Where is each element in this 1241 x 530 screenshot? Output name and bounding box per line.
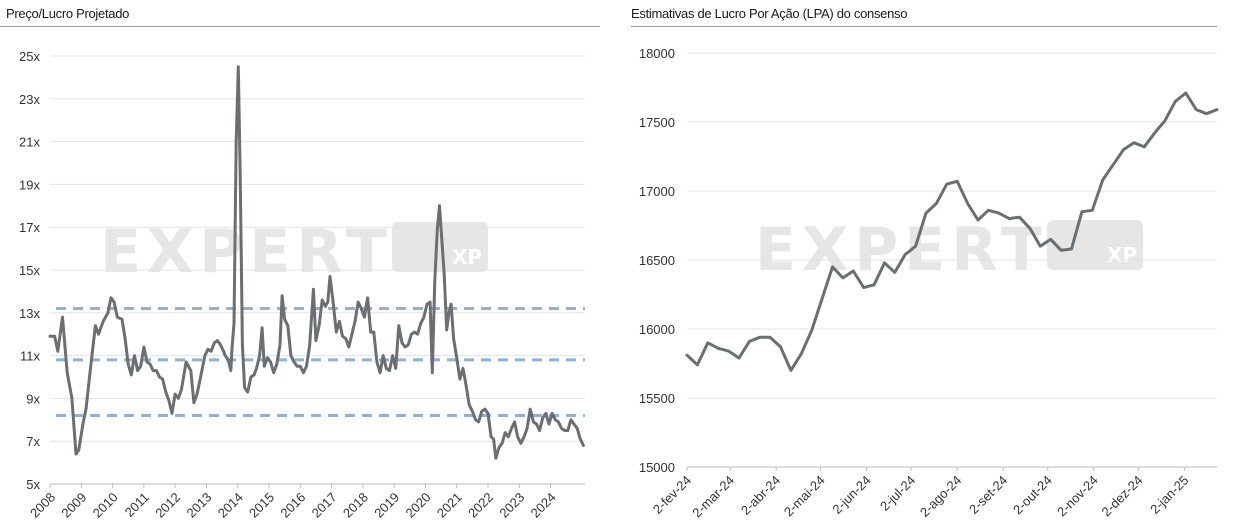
x-tick-label: 2-nov-24 <box>1054 473 1101 520</box>
y-tick-label: 16000 <box>639 322 675 337</box>
x-tick-label: 2024 <box>528 490 559 521</box>
y-tick-label: 16500 <box>639 253 675 268</box>
x-tick-label: 2011 <box>122 490 152 520</box>
y-tick-label: 19x <box>19 177 40 192</box>
x-tick-label: 2017 <box>309 490 340 521</box>
x-tick-label: 2020 <box>403 490 434 521</box>
x-tick-label: 2013 <box>183 490 214 521</box>
eps-estimates-chart: EXPERT XP 18000 17500 17000 16500 16000 15500 15… <box>639 46 1219 521</box>
y-tick-label: 21x <box>19 135 40 150</box>
x-tick-label: 2-jun-24 <box>829 473 873 517</box>
x-tick-label: 2015 <box>246 490 277 521</box>
x-tick-label: 2-jul-24 <box>877 473 918 514</box>
pe-ratio-chart-panel: Preço/Lucro Projetado EXPERT XP 25x 23x 21x 1… <box>0 0 600 530</box>
x-tick-label: 2-abr-24 <box>738 473 783 518</box>
y-tick-label: 25x <box>19 49 40 64</box>
x-tick-label: 2016 <box>277 490 308 521</box>
x-tick-label: 2008 <box>27 490 58 521</box>
x-tick-label: 2012 <box>152 490 183 521</box>
y-tick-label: 17000 <box>639 184 675 199</box>
chart-title: Estimativas de Lucro Por Ação (LPA) do c… <box>631 6 908 21</box>
y-tick-label: 17x <box>19 220 40 235</box>
x-tick-label: 2018 <box>340 490 371 521</box>
x-tick-label: 2023 <box>496 490 527 521</box>
x-tick-label: 2-jan-25 <box>1147 473 1191 517</box>
x-tick-label: 2010 <box>90 490 121 521</box>
y-tick-label: 11x <box>20 349 40 364</box>
x-tick-label: 2-mai-24 <box>781 473 828 520</box>
y-tick-label: 5x <box>26 477 40 492</box>
eps-estimates-chart-panel: Estimativas de Lucro Por Ação (LPA) do c… <box>620 0 1241 530</box>
watermark-badge-text: XP <box>452 245 482 269</box>
y-tick-label: 15000 <box>639 460 675 475</box>
chart-title: Preço/Lucro Projetado <box>6 6 130 21</box>
y-tick-label: 17500 <box>639 115 675 130</box>
pe-ratio-chart: EXPERT XP25x23x21x19x17x15x13x11x9x7x5x20… <box>19 49 585 521</box>
watermark-badge <box>392 222 488 272</box>
x-tick-label: 2014 <box>215 490 246 521</box>
x-tick-label: 2022 <box>465 490 496 521</box>
y-tick-label: 13x <box>19 306 40 321</box>
x-tick-label: 2-set-24 <box>966 473 1010 517</box>
x-tick-label: 2009 <box>58 490 89 521</box>
title-divider <box>631 26 1217 27</box>
y-tick-label: 23x <box>19 92 40 107</box>
watermark-badge-text: XP <box>1107 243 1137 267</box>
title-divider <box>0 26 600 27</box>
y-tick-label: 15x <box>19 263 40 278</box>
x-tick-label: 2-dez-24 <box>1099 473 1146 520</box>
watermark-badge <box>1047 220 1143 270</box>
watermark-logo: EXPERT <box>755 215 1048 285</box>
eps-estimate-line <box>685 91 1219 372</box>
watermark-logo: EXPERT <box>100 217 393 287</box>
y-tick-label: 15500 <box>639 391 675 406</box>
x-tick-label: 2021 <box>434 490 465 521</box>
y-tick-label: 9x <box>26 391 40 406</box>
x-tick-label: 2-ago-24 <box>917 473 964 520</box>
x-tick-label: 2-fev-24 <box>650 473 694 517</box>
x-tick-label: 2-mar-24 <box>689 473 737 521</box>
x-tick-label: 2019 <box>371 490 402 521</box>
y-tick-label: 7x <box>26 434 40 449</box>
pe-ratio-line <box>48 65 585 460</box>
x-tick-label: 2-out-24 <box>1010 473 1055 518</box>
y-tick-label: 18000 <box>639 46 675 61</box>
